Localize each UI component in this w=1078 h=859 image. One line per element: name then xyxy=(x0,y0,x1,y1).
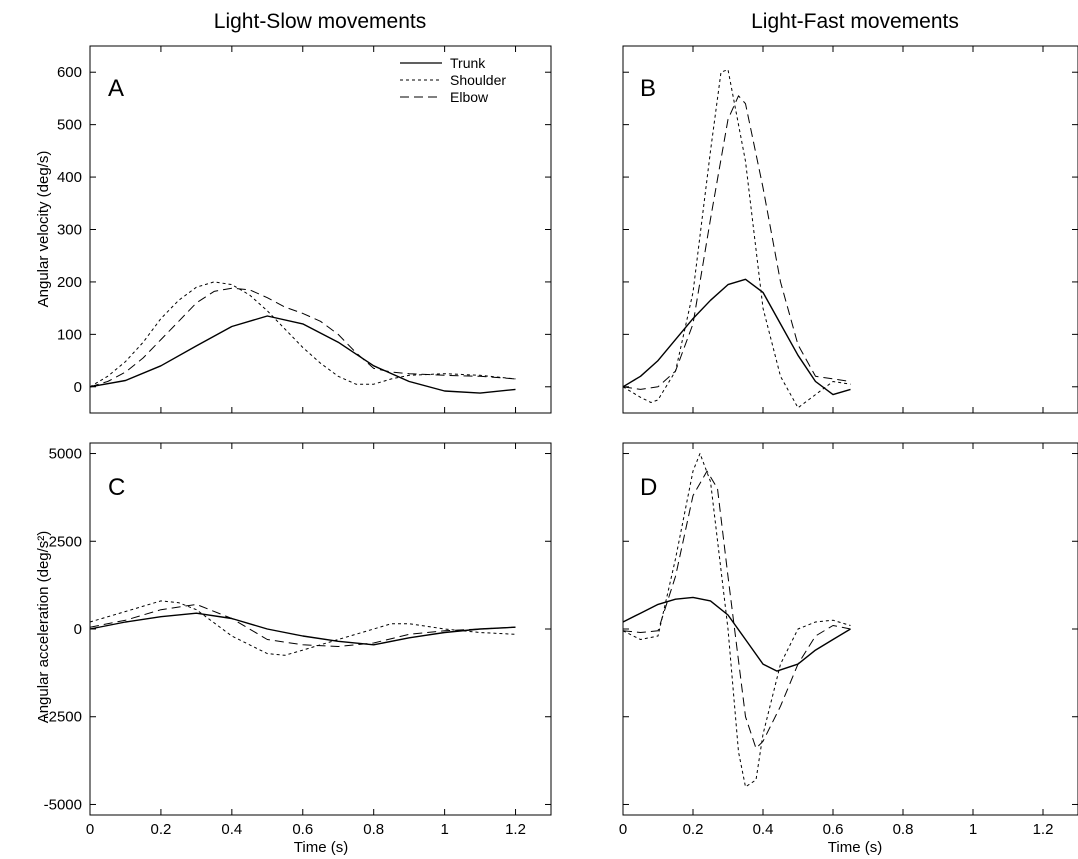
series-elbow-d xyxy=(622,470,851,749)
ytick-label-c: 0 xyxy=(74,621,82,638)
panel-letter-a: A xyxy=(108,75,124,102)
xtick-label-c: 1.2 xyxy=(505,821,526,838)
xlabel-d: Time (s) xyxy=(828,839,882,856)
ytick-label-a: 400 xyxy=(57,169,82,186)
xtick-label-d: 1.2 xyxy=(1033,821,1054,838)
legend-label-shoulder: Shoulder xyxy=(450,72,506,88)
series-elbow-a xyxy=(89,287,516,388)
series-elbow-b xyxy=(622,95,851,390)
ytick-label-c: 5000 xyxy=(49,446,82,463)
xtick-label-c: 0.2 xyxy=(150,821,171,838)
series-trunk-d xyxy=(622,596,851,672)
panel-d: 0 0.2 0.4 0.6 0.8 1 1.2 xyxy=(619,442,1078,838)
xtick-label-d: 0.8 xyxy=(893,821,914,838)
xtick-label-d: 0.6 xyxy=(823,821,844,838)
legend-label-trunk: Trunk xyxy=(450,55,486,71)
ytick-label-a: 600 xyxy=(57,64,82,81)
ytick-label-c: -2500 xyxy=(44,709,82,726)
panel-c: -5000 -2500 0 2500 5000 0 0.2 0.4 0.6 0.8 1 1.2 xyxy=(44,442,552,838)
xtick-label-c: 0.6 xyxy=(292,821,313,838)
xtick-label-d: 0.2 xyxy=(683,821,704,838)
ytick-label-a: 0 xyxy=(74,379,82,396)
series-shoulder-a xyxy=(89,281,516,388)
panel-a: 0 100 200 300 400 500 600 xyxy=(57,45,552,414)
xtick-label-c: 1 xyxy=(440,821,448,838)
ylabel-c: Angular acceleration (deg/s²) xyxy=(35,531,52,724)
xtick-label-d: 0.4 xyxy=(753,821,774,838)
series-shoulder-c xyxy=(89,600,516,656)
series-trunk-b xyxy=(622,278,851,396)
series-trunk-c xyxy=(89,612,516,646)
ytick-label-c: -5000 xyxy=(44,796,82,813)
panel-b xyxy=(622,45,1078,414)
ytick-label-a: 300 xyxy=(57,222,82,239)
ytick-label-a: 200 xyxy=(57,274,82,291)
panel-letter-d: D xyxy=(640,474,657,501)
plot-frame-b xyxy=(622,45,1078,414)
xtick-label-d: 0 xyxy=(619,821,627,838)
title-left: Light-Slow movements xyxy=(214,10,426,33)
ytick-label-c: 2500 xyxy=(49,533,82,550)
title-right: Light-Fast movements xyxy=(751,10,959,33)
xtick-label-c: 0.4 xyxy=(221,821,242,838)
series-elbow-c xyxy=(89,603,516,647)
xtick-label-d: 1 xyxy=(969,821,977,838)
legend: Trunk Shoulder Elbow xyxy=(400,55,506,105)
ylabel-a: Angular velocity (deg/s) xyxy=(35,151,52,308)
ytick-label-a: 100 xyxy=(57,326,82,343)
series-shoulder-b xyxy=(622,69,851,409)
panel-letter-b: B xyxy=(640,75,656,102)
xlabel-c: Time (s) xyxy=(294,839,348,856)
legend-label-elbow: Elbow xyxy=(450,89,489,105)
series-trunk-a xyxy=(89,315,516,394)
ytick-label-a: 500 xyxy=(57,117,82,134)
xtick-label-c: 0 xyxy=(86,821,94,838)
series-shoulder-d xyxy=(622,453,851,788)
panel-letter-c: C xyxy=(108,474,125,501)
xtick-label-c: 0.8 xyxy=(363,821,384,838)
